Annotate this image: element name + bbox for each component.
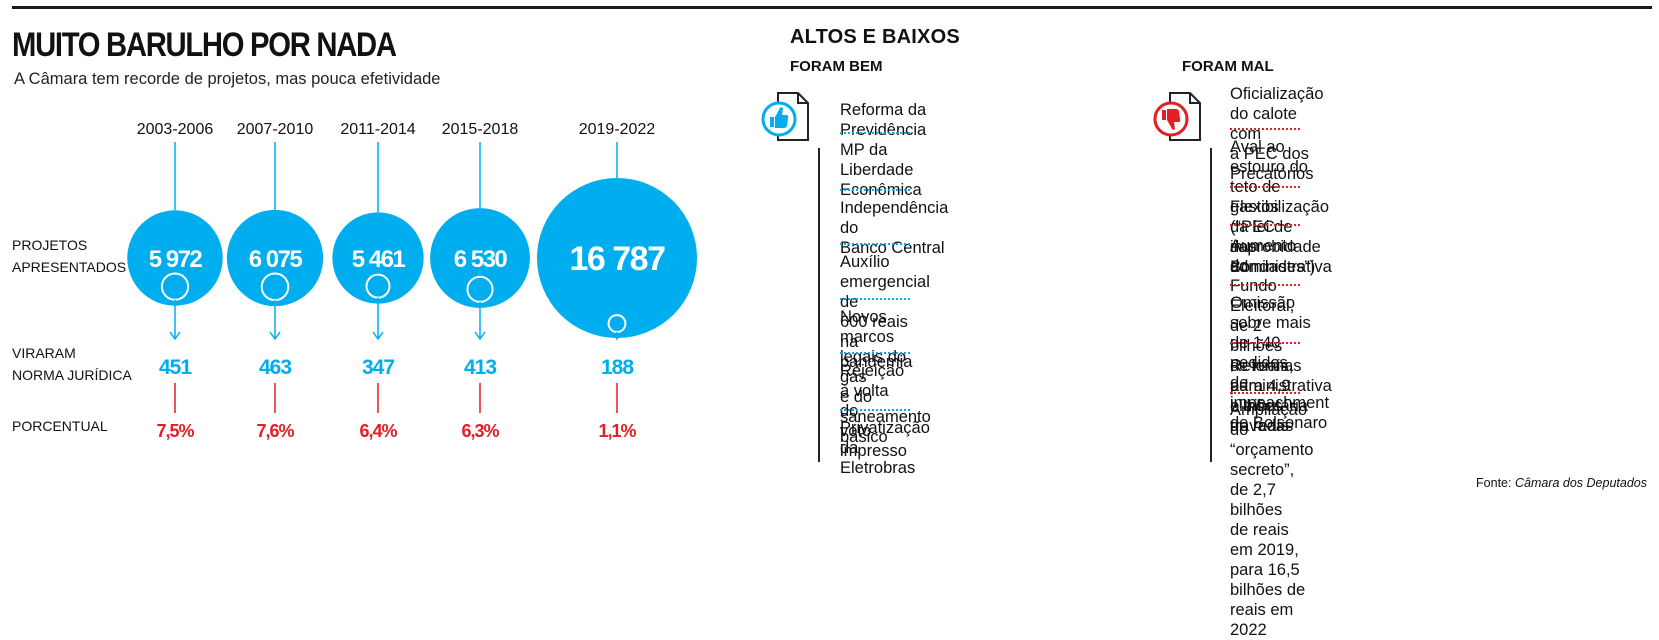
- good-list-item: Reforma da Previdência: [840, 101, 927, 139]
- good-list-item: Auxílio emergencial de 600 reais na pand…: [840, 253, 930, 371]
- bubble-presented: [537, 178, 697, 338]
- dotted-separator: [840, 243, 910, 245]
- chart-title: MUITO BARULHO POR NADA: [12, 26, 397, 64]
- good-list-item: Rejeição à volta do voto impresso: [840, 362, 907, 460]
- good-column-heading: FORAM BEM: [790, 58, 883, 75]
- arrow-head: [611, 331, 623, 341]
- bad-list-rule: [1210, 148, 1212, 462]
- percent-value-label: 6,4%: [359, 421, 397, 441]
- bad-list-item: Oficialização do calote com a PEC dos Pr…: [1230, 85, 1324, 183]
- top-rule: [12, 6, 1652, 9]
- bad-list-item: Omissão sobre mais de 140 pedidos de imp…: [1230, 294, 1330, 432]
- thumbs-up-icon: [761, 92, 809, 141]
- row-label-enacted: VIRARAM NORMA JURÍDICA: [12, 345, 132, 383]
- period-label: 2003-2006: [137, 121, 214, 138]
- arrow-head: [474, 331, 486, 341]
- good-list-item: Privatização da Eletrobras: [840, 419, 930, 477]
- bubble-presented: [430, 208, 530, 308]
- period-label: 2015-2018: [442, 121, 519, 138]
- period-label: 2011-2014: [340, 121, 415, 138]
- enacted-value-label: 463: [259, 356, 291, 379]
- bad-list-item: Flexibilização da lei de improbidade adm…: [1230, 198, 1332, 276]
- bubble-value-label: 5 972: [149, 246, 203, 273]
- arrow-head: [269, 331, 281, 341]
- good-list-item: MP da Liberdade Econômica: [840, 141, 922, 199]
- bubble-value-label: 6 075: [249, 246, 303, 273]
- bubble-value-label: 6 530: [454, 246, 508, 273]
- bubble-presented: [226, 209, 324, 307]
- bad-list-item: Ampliação do “orçamento secreto”, de 2,7…: [1230, 401, 1314, 639]
- dotted-separator: [840, 409, 910, 411]
- good-list-item: Independência do Banco Central: [840, 199, 949, 257]
- period-label: 2019-2022: [579, 121, 656, 138]
- bubble-presented: [332, 212, 424, 304]
- bubble-chart: PROJETOS APRESENTADOS VIRARAM NORMA JURÍDIC…: [12, 121, 697, 441]
- enacted-value-label: 413: [464, 356, 496, 379]
- enacted-value-label: 188: [601, 356, 634, 379]
- dotted-separator: [1230, 186, 1300, 188]
- dotted-separator: [1230, 224, 1300, 226]
- row-label-presented: PROJETOS APRESENTADOS: [12, 237, 126, 275]
- bad-column-heading: FORAM MAL: [1182, 58, 1274, 75]
- dotted-separator: [1230, 342, 1300, 344]
- source-note: Fonte: Câmara dos Deputados: [1476, 476, 1647, 490]
- dotted-separator: [840, 132, 910, 134]
- percent-value-label: 7,6%: [256, 421, 294, 441]
- arrow-head: [169, 331, 181, 341]
- dotted-separator: [840, 298, 910, 300]
- row-label-percent: PORCENTUAL: [12, 418, 108, 434]
- dotted-separator: [840, 352, 910, 354]
- bubble-presented: [127, 210, 223, 306]
- good-list-rule: [818, 148, 820, 462]
- dotted-separator: [1230, 392, 1300, 394]
- chart-subtitle: A Câmara tem recorde de projetos, mas po…: [14, 70, 441, 88]
- enacted-value-label: 451: [159, 356, 192, 379]
- bad-list-item: Aumento do Fundo Eleitoral, de 2 bilhões…: [1230, 237, 1297, 435]
- bad-list-item: Reformas administrativa e tributária tra…: [1230, 357, 1332, 435]
- percent-value-label: 7,5%: [156, 421, 194, 441]
- arrow-head: [372, 331, 384, 341]
- dotted-separator: [840, 189, 910, 191]
- enacted-value-label: 347: [362, 356, 394, 379]
- period-label: 2007-2010: [237, 121, 314, 138]
- bubble-value-label: 5 461: [352, 246, 406, 273]
- dotted-separator: [1230, 284, 1300, 286]
- bubble-value-label: 16 787: [570, 240, 666, 278]
- thumbs-down-icon: [1153, 92, 1201, 141]
- percent-value-label: 1,1%: [598, 421, 636, 441]
- highs-lows-title: ALTOS E BAIXOS: [790, 26, 960, 48]
- dotted-separator: [1230, 128, 1300, 130]
- percent-value-label: 6,3%: [461, 421, 499, 441]
